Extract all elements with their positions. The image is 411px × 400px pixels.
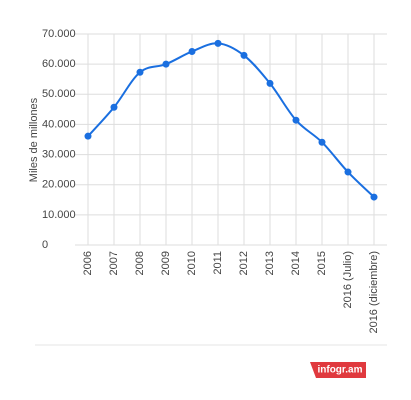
point <box>240 51 248 59</box>
point <box>370 193 378 201</box>
point <box>318 138 326 146</box>
x-tick-label: 2012 <box>238 251 250 275</box>
point <box>162 60 170 68</box>
x-tick-label: 2013 <box>264 251 276 275</box>
x-tick-label: 2009 <box>160 251 172 275</box>
x-tick-label: 2016 (Julio) <box>342 251 354 308</box>
y-tick-label: 70.000 <box>42 28 76 40</box>
y-axis-label: Miles de millones <box>28 97 40 182</box>
point <box>344 168 352 176</box>
point <box>214 39 222 47</box>
y-tick-label: 50.000 <box>42 88 76 100</box>
x-tick-label: 2016 (diciembre) <box>368 251 380 334</box>
x-tick-label: 2007 <box>108 251 120 275</box>
y-tick-label: 30.000 <box>42 148 76 160</box>
point <box>266 79 274 87</box>
point <box>84 132 92 140</box>
x-tick-label: 2014 <box>290 251 302 275</box>
x-tick-label: 2006 <box>82 251 94 275</box>
x-tick-label: 2010 <box>186 251 198 275</box>
point <box>188 47 196 55</box>
x-tick-label: 2008 <box>134 251 146 275</box>
y-tick-label: 40.000 <box>42 118 76 130</box>
y-tick-label: 0 <box>42 239 48 251</box>
brand-badge <box>310 362 366 378</box>
point <box>136 68 144 76</box>
y-tick-label: 20.000 <box>42 179 76 191</box>
y-tick-label: 10.000 <box>42 209 76 221</box>
x-tick-label: 2011 <box>212 251 224 275</box>
brand-text: infogr.am <box>317 365 362 376</box>
line <box>87 42 375 198</box>
y-tick-label: 60.000 <box>42 58 76 70</box>
x-tick-label: 2015 <box>316 251 328 275</box>
point <box>110 103 118 111</box>
point <box>292 116 300 124</box>
